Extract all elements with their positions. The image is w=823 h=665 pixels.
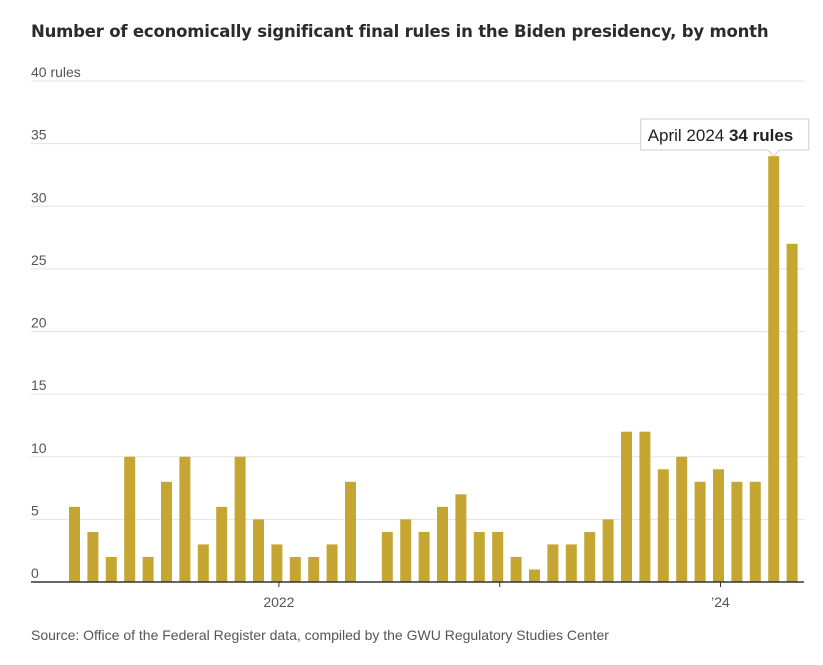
bar[interactable]: Oct 2022: 6 [437,506,448,582]
y-tick-label: 25 [31,252,47,268]
bar[interactable]: Jul 2022: 4 [381,531,393,582]
bar[interactable]: Nov 2022: 7 [455,494,467,582]
bar[interactable]: Jan 2024: 9 [713,469,724,582]
x-tick-label: 2022 [263,594,294,610]
bar[interactable]: Jul 2021: 8 [161,481,172,582]
bar[interactable]: Oct 2023: 9 [657,469,669,582]
chart-title: Number of economically significant final… [31,22,769,41]
bar[interactable]: Dec 2021: 5 [253,519,264,582]
bar[interactable]: Dec 2022: 4 [473,531,485,582]
bar[interactable]: Feb 2022: 2 [289,556,301,582]
bar[interactable]: Jun 2021: 2 [142,556,154,582]
bar[interactable]: Apr 2021: 2 [105,556,117,582]
bar[interactable]: Mar 2021: 4 [87,531,99,582]
bar[interactable]: May 2021: 10 [124,456,136,582]
tooltip: April 2024 34 rules [640,118,810,157]
tooltip-box [640,118,810,157]
bar[interactable]: Feb 2023: 2 [510,556,522,582]
bar[interactable]: Sep 2021: 3 [197,544,209,582]
x-axis-ticks: 2022 ’24 [263,582,730,610]
bar[interactable]: May 2024: 27 [786,243,798,582]
tooltip-text: April 2024 34 rules [648,126,794,145]
bar[interactable]: Apr 2024: 34 [768,156,780,582]
bar[interactable]: Jan 2022: 3 [271,544,283,582]
source-note: Source: Office of the Federal Register d… [31,627,609,643]
y-tick-label: 40 rules [31,64,81,80]
tooltip-value: 34 rules [729,126,793,145]
bar[interactable]: Feb 2024: 8 [731,481,743,582]
y-axis-ticks: 0 5 10 15 20 25 30 35 40 rules [31,64,81,581]
y-tick-label: 30 [31,189,47,205]
bar[interactable]: Dec 2023: 8 [694,481,706,582]
bar[interactable]: Jul 2023: 5 [602,519,614,582]
y-tick-label: 5 [31,502,39,518]
bar[interactable]: Jan 2023: 4 [492,531,504,582]
bar[interactable]: Sep 2022: 4 [418,531,430,582]
bars: Feb 2021: 6 Mar 2021: 4 Apr 2021: 2 May 202… [69,156,798,582]
bar[interactable]: Apr 2022: 3 [326,544,338,582]
y-tick-label: 15 [31,377,47,393]
y-tick-label: 35 [31,127,47,143]
x-tick-label: ’24 [711,594,730,610]
bar[interactable]: Oct 2021: 6 [216,506,228,582]
bar[interactable]: Mar 2024: 8 [749,481,761,582]
y-tick-label: 20 [31,315,47,331]
bar[interactable]: May 2022: 8 [345,481,356,582]
bar[interactable]: Mar 2022: 2 [308,556,320,582]
bar[interactable]: May 2023: 3 [565,544,577,582]
bar[interactable]: Aug 2022: 5 [400,519,412,582]
tooltip-date: April 2024 [648,126,729,145]
bar[interactable]: Feb 2021: 6 [69,506,80,582]
y-tick-label: 10 [31,440,47,456]
bar[interactable]: Mar 2023: 1 [529,569,540,582]
y-tick-label: 0 [31,565,39,581]
bar[interactable]: Aug 2023: 12 [621,431,632,582]
bar[interactable]: Nov 2023: 10 [676,456,688,582]
bar[interactable]: Apr 2023: 3 [547,544,559,582]
bar[interactable]: Aug 2021: 10 [179,456,191,582]
bar[interactable]: Jun 2023: 4 [584,531,596,582]
bar[interactable]: Nov 2021: 10 [234,456,246,582]
bar[interactable]: Sep 2023: 12 [639,431,651,582]
